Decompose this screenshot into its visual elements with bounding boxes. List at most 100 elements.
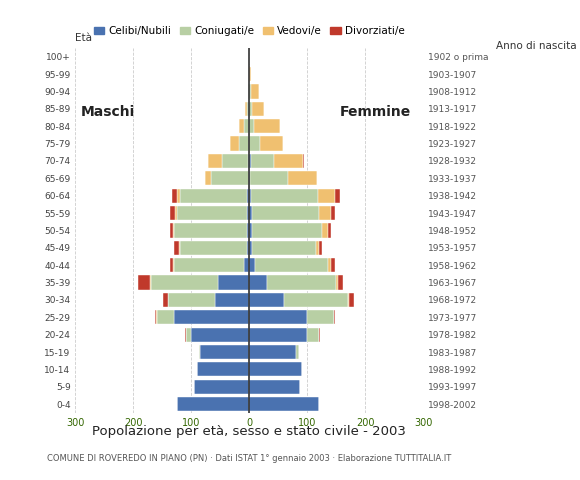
Bar [200, 345, 249, 359]
Bar [172, 189, 177, 203]
Bar [328, 223, 331, 238]
Bar [322, 223, 328, 238]
Bar [170, 223, 173, 238]
Bar [249, 223, 252, 238]
Bar [251, 84, 259, 98]
Bar [173, 223, 174, 238]
Bar [249, 293, 284, 307]
Bar [186, 327, 191, 342]
Bar [267, 276, 336, 289]
Bar [319, 240, 322, 255]
Bar [244, 258, 249, 272]
Bar [252, 206, 319, 220]
Bar [180, 189, 246, 203]
Bar [319, 206, 331, 220]
Bar [248, 154, 249, 168]
Bar [194, 380, 249, 394]
Bar [316, 240, 319, 255]
Bar [199, 345, 200, 359]
Bar [331, 206, 335, 220]
Bar [328, 258, 331, 272]
Bar [150, 276, 151, 289]
Text: Maschi: Maschi [81, 105, 136, 119]
Bar [215, 293, 249, 307]
Bar [349, 293, 354, 307]
Bar [151, 276, 218, 289]
Bar [208, 154, 222, 168]
Bar [197, 362, 249, 376]
Bar [174, 223, 246, 238]
Text: Popolazione per età, sesso e stato civile - 2003: Popolazione per età, sesso e stato civil… [92, 425, 407, 438]
Bar [174, 310, 249, 324]
Bar [246, 102, 249, 116]
Legend: Celibi/Nubili, Coniugati/e, Vedovi/e, Divorziati/e: Celibi/Nubili, Coniugati/e, Vedovi/e, Di… [90, 22, 409, 40]
Text: Anno di nascita: Anno di nascita [496, 41, 577, 51]
Bar [251, 154, 274, 168]
Bar [249, 397, 319, 411]
Bar [174, 240, 179, 255]
Bar [348, 293, 349, 307]
Bar [138, 276, 150, 289]
Bar [156, 310, 157, 324]
Bar [254, 119, 280, 133]
Bar [249, 136, 260, 151]
Bar [191, 327, 249, 342]
Bar [249, 84, 251, 98]
Text: COMUNE DI ROVEREDO IN PIANO (PN) · Dati ISTAT 1° gennaio 2003 · Elaborazione TUT: COMUNE DI ROVEREDO IN PIANO (PN) · Dati … [48, 454, 451, 463]
Bar [335, 189, 340, 203]
Bar [222, 154, 248, 168]
Bar [249, 206, 252, 220]
Bar [248, 84, 249, 98]
Bar [250, 171, 288, 185]
Bar [252, 240, 316, 255]
Bar [245, 102, 246, 116]
Bar [211, 171, 249, 185]
Bar [251, 189, 318, 203]
Bar [246, 223, 249, 238]
Bar [246, 240, 249, 255]
Bar [249, 119, 254, 133]
Bar [155, 310, 156, 324]
Bar [249, 67, 251, 81]
Bar [175, 206, 177, 220]
Bar [334, 310, 335, 324]
Bar [252, 102, 264, 116]
Bar [185, 327, 186, 342]
Bar [239, 119, 244, 133]
Bar [244, 119, 249, 133]
Bar [296, 345, 299, 359]
Bar [205, 171, 211, 185]
Bar [249, 362, 302, 376]
Bar [180, 240, 246, 255]
Bar [177, 206, 246, 220]
Bar [177, 397, 249, 411]
Bar [307, 327, 319, 342]
Bar [288, 171, 317, 185]
Bar [307, 310, 334, 324]
Bar [170, 258, 173, 272]
Bar [249, 102, 252, 116]
Bar [249, 189, 251, 203]
Bar [249, 310, 307, 324]
Bar [252, 223, 322, 238]
Bar [284, 293, 348, 307]
Bar [249, 258, 255, 272]
Bar [239, 136, 249, 151]
Bar [173, 258, 174, 272]
Bar [274, 154, 303, 168]
Bar [179, 240, 180, 255]
Bar [249, 154, 251, 168]
Bar [157, 310, 174, 324]
Bar [249, 380, 300, 394]
Bar [336, 276, 338, 289]
Text: Età: Età [75, 33, 92, 43]
Bar [249, 276, 267, 289]
Bar [174, 258, 244, 272]
Bar [318, 189, 335, 203]
Bar [260, 136, 283, 151]
Bar [303, 154, 304, 168]
Bar [163, 293, 168, 307]
Bar [170, 206, 175, 220]
Bar [249, 171, 250, 185]
Bar [218, 276, 249, 289]
